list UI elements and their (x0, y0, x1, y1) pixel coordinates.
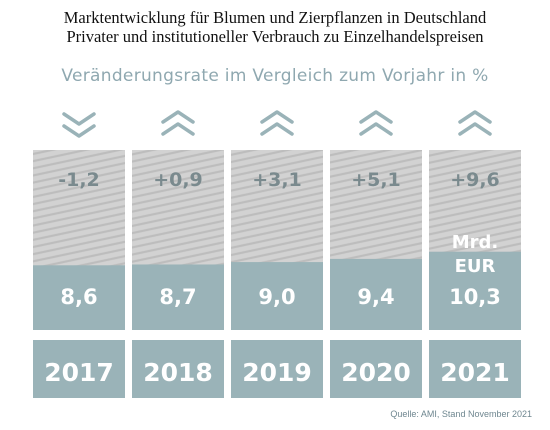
double-chevron-up-icon (161, 110, 195, 124)
value-label: 8,6 (60, 285, 97, 309)
year-label: 2020 (341, 358, 411, 387)
chart-title-line-2: Privater und institutioneller Verbrauch … (66, 27, 484, 46)
chart-title-line-1: Marktentwicklung für Blumen und Zierpfla… (63, 8, 487, 27)
chart-subtitle: Veränderungsrate im Vergleich zum Vorjah… (61, 66, 489, 86)
value-label: 9,0 (258, 285, 295, 309)
double-chevron-up-icon (458, 110, 492, 124)
year-label: 2018 (143, 358, 213, 387)
double-chevron-up-icon (359, 110, 393, 124)
source-note: Quelle: AMI, Stand November 2021 (390, 409, 532, 419)
year-label: 2019 (242, 358, 312, 387)
value-bar (231, 262, 323, 330)
year-block (33, 340, 125, 398)
year-block (330, 340, 422, 398)
value-bar (33, 265, 125, 330)
double-chevron-up-icon (458, 122, 492, 136)
value-label: 10,3 (449, 285, 501, 309)
double-chevron-down-icon (62, 124, 96, 138)
value-bar (330, 258, 422, 330)
unit-label: EUR (455, 256, 496, 277)
value-label: 8,7 (159, 285, 196, 309)
year-label: 2021 (440, 358, 510, 387)
change-label: +0,9 (153, 169, 203, 191)
double-chevron-down-icon (62, 112, 96, 126)
change-label: -1,2 (58, 169, 100, 191)
year-block (132, 340, 224, 398)
year-label: 2017 (44, 358, 114, 387)
change-label: +9,6 (450, 169, 500, 191)
double-chevron-up-icon (260, 110, 294, 124)
double-chevron-up-icon (359, 122, 393, 136)
year-block (231, 340, 323, 398)
value-label: 9,4 (357, 285, 394, 309)
year-block (429, 340, 521, 398)
double-chevron-up-icon (260, 122, 294, 136)
value-bar (132, 264, 224, 330)
double-chevron-up-icon (161, 122, 195, 136)
unit-label: Mrd. (452, 232, 499, 253)
change-label: +3,1 (252, 169, 302, 191)
change-label: +5,1 (351, 169, 401, 191)
value-bar (429, 251, 521, 330)
